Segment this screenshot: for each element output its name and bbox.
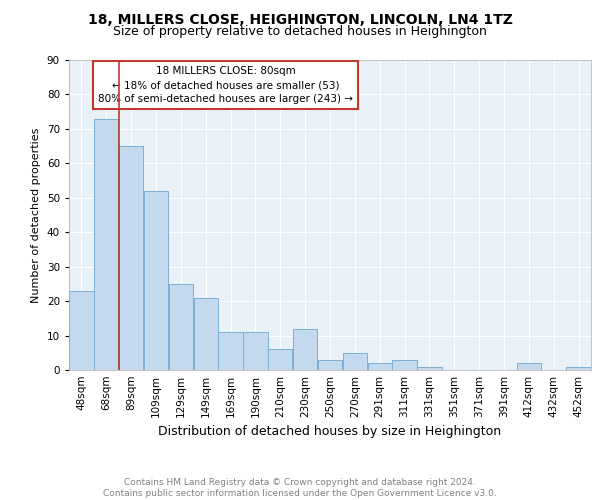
Bar [318,360,342,370]
Bar [144,191,168,370]
Text: 18 MILLERS CLOSE: 80sqm
← 18% of detached houses are smaller (53)
80% of semi-de: 18 MILLERS CLOSE: 80sqm ← 18% of detache… [98,66,353,104]
Bar [368,363,392,370]
Bar [268,350,292,370]
Bar [194,298,218,370]
Bar [517,363,541,370]
Bar [566,366,591,370]
Text: 18, MILLERS CLOSE, HEIGHINGTON, LINCOLN, LN4 1TZ: 18, MILLERS CLOSE, HEIGHINGTON, LINCOLN,… [88,12,512,26]
Text: Size of property relative to detached houses in Heighington: Size of property relative to detached ho… [113,25,487,38]
Bar [69,291,94,370]
Text: Contains HM Land Registry data © Crown copyright and database right 2024.
Contai: Contains HM Land Registry data © Crown c… [103,478,497,498]
Bar [94,118,118,370]
Bar [243,332,268,370]
Bar [119,146,143,370]
Y-axis label: Number of detached properties: Number of detached properties [31,128,41,302]
X-axis label: Distribution of detached houses by size in Heighington: Distribution of detached houses by size … [158,426,502,438]
Bar [392,360,417,370]
Bar [169,284,193,370]
Bar [417,366,442,370]
Bar [293,328,317,370]
Bar [218,332,243,370]
Bar [343,353,367,370]
